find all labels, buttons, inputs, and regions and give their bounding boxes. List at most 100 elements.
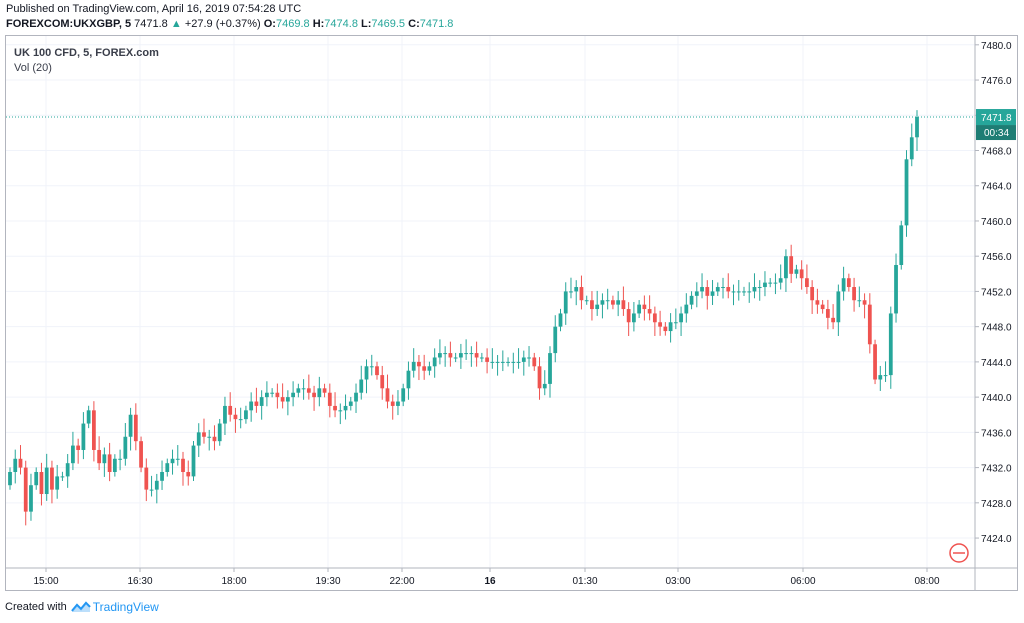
x-tick-label: 06:00 <box>790 576 815 587</box>
candle-body <box>584 300 589 302</box>
candle-body <box>60 476 65 478</box>
candle-body <box>590 300 594 310</box>
candle-body <box>112 458 117 472</box>
candle-body <box>873 344 877 380</box>
candle-body <box>191 445 196 477</box>
open-value: 7469.8 <box>275 18 310 30</box>
candle-body <box>343 405 348 411</box>
candle-body <box>207 436 212 438</box>
candle-body <box>443 353 448 355</box>
candle-body <box>338 410 343 412</box>
y-tick-label: 7444.0 <box>981 358 1012 369</box>
candle-body <box>417 361 421 367</box>
low-label: L: <box>361 18 372 30</box>
candle-body <box>8 471 12 486</box>
candle-body <box>102 454 107 464</box>
candle-body <box>904 159 909 226</box>
y-tick-label: 7468.0 <box>981 147 1012 158</box>
candle-body <box>637 304 642 314</box>
candle-body <box>244 410 248 420</box>
candle-body <box>327 392 332 406</box>
candle-body <box>123 436 128 459</box>
candle-body <box>359 379 364 393</box>
close-label: C: <box>408 18 420 30</box>
y-tick-label: 7436.0 <box>981 428 1012 439</box>
candle-body <box>238 419 243 421</box>
candle-body <box>354 392 358 402</box>
candle-body <box>521 357 526 362</box>
candle-body <box>291 392 295 398</box>
candle-body <box>715 287 720 292</box>
candle-body <box>438 353 442 358</box>
candle-body <box>181 458 185 472</box>
candle-body <box>34 471 39 486</box>
candle-body <box>511 361 516 363</box>
candle-body <box>752 287 757 292</box>
y-tick-label: 7452.0 <box>981 287 1012 298</box>
tradingview-brand: TradingView <box>92 600 159 614</box>
candle-body <box>270 392 275 394</box>
candle-body <box>149 489 154 491</box>
y-tick-label: 7480.0 <box>981 41 1012 52</box>
high-value: 7474.8 <box>324 18 358 30</box>
y-tick-label: 7456.0 <box>981 252 1012 263</box>
y-tick-label: 7432.0 <box>981 464 1012 475</box>
candle-body <box>909 137 914 160</box>
candle-body <box>652 313 657 323</box>
candle-body <box>165 463 170 472</box>
candle-body <box>616 300 621 305</box>
candle-body <box>495 361 500 363</box>
candle-body <box>170 458 175 464</box>
candle-body <box>810 287 815 301</box>
chart-frame <box>5 35 1018 591</box>
indicator-legend[interactable]: Vol (20) <box>14 62 52 74</box>
last-price-tag-label: 7471.8 <box>981 113 1012 124</box>
candle-body <box>611 300 615 305</box>
tradingview-logo[interactable]: TradingView <box>70 600 159 614</box>
candle-body <box>301 388 306 390</box>
candle-body <box>621 300 626 310</box>
triangle-up-icon: ▲ <box>170 18 182 30</box>
candle-body <box>464 353 469 355</box>
candle-body <box>223 405 227 424</box>
candle-body <box>836 291 841 323</box>
candle-body <box>784 256 788 279</box>
candle-body <box>406 370 411 389</box>
candle-body <box>427 366 432 371</box>
last-price-tag <box>976 109 1016 126</box>
candle-body <box>385 388 390 402</box>
candle-body <box>139 441 143 468</box>
candle-body <box>726 287 731 292</box>
candle-body <box>647 309 652 314</box>
candle-body <box>799 269 804 279</box>
candle-body <box>626 309 631 323</box>
open-label: O: <box>263 18 276 30</box>
candle-body <box>285 397 290 402</box>
candle-body <box>91 410 96 450</box>
candle-body <box>160 471 164 481</box>
candle-body <box>29 485 33 512</box>
footer: Created with TradingView <box>5 600 159 614</box>
candle-body <box>773 282 778 284</box>
candle-body <box>569 291 573 293</box>
low-value: 7469.5 <box>371 18 406 30</box>
candle-body <box>375 366 379 376</box>
candle-body <box>432 357 437 367</box>
candle-body <box>217 423 222 442</box>
y-tick-label: 7424.0 <box>981 534 1012 545</box>
candle-body <box>825 309 830 318</box>
candle-body <box>731 291 736 293</box>
candle-body <box>44 467 49 495</box>
countdown-label: 00:34 <box>984 128 1009 139</box>
candle-body <box>548 353 552 384</box>
candle-body <box>317 388 322 398</box>
y-tick-label: 7460.0 <box>981 217 1012 228</box>
candle-body <box>506 361 510 363</box>
candle-body <box>600 300 605 305</box>
y-tick-label: 7448.0 <box>981 323 1012 334</box>
candle-body <box>13 458 18 472</box>
candle-body <box>396 401 400 406</box>
candle-body <box>380 375 385 389</box>
high-label: H: <box>312 18 325 30</box>
